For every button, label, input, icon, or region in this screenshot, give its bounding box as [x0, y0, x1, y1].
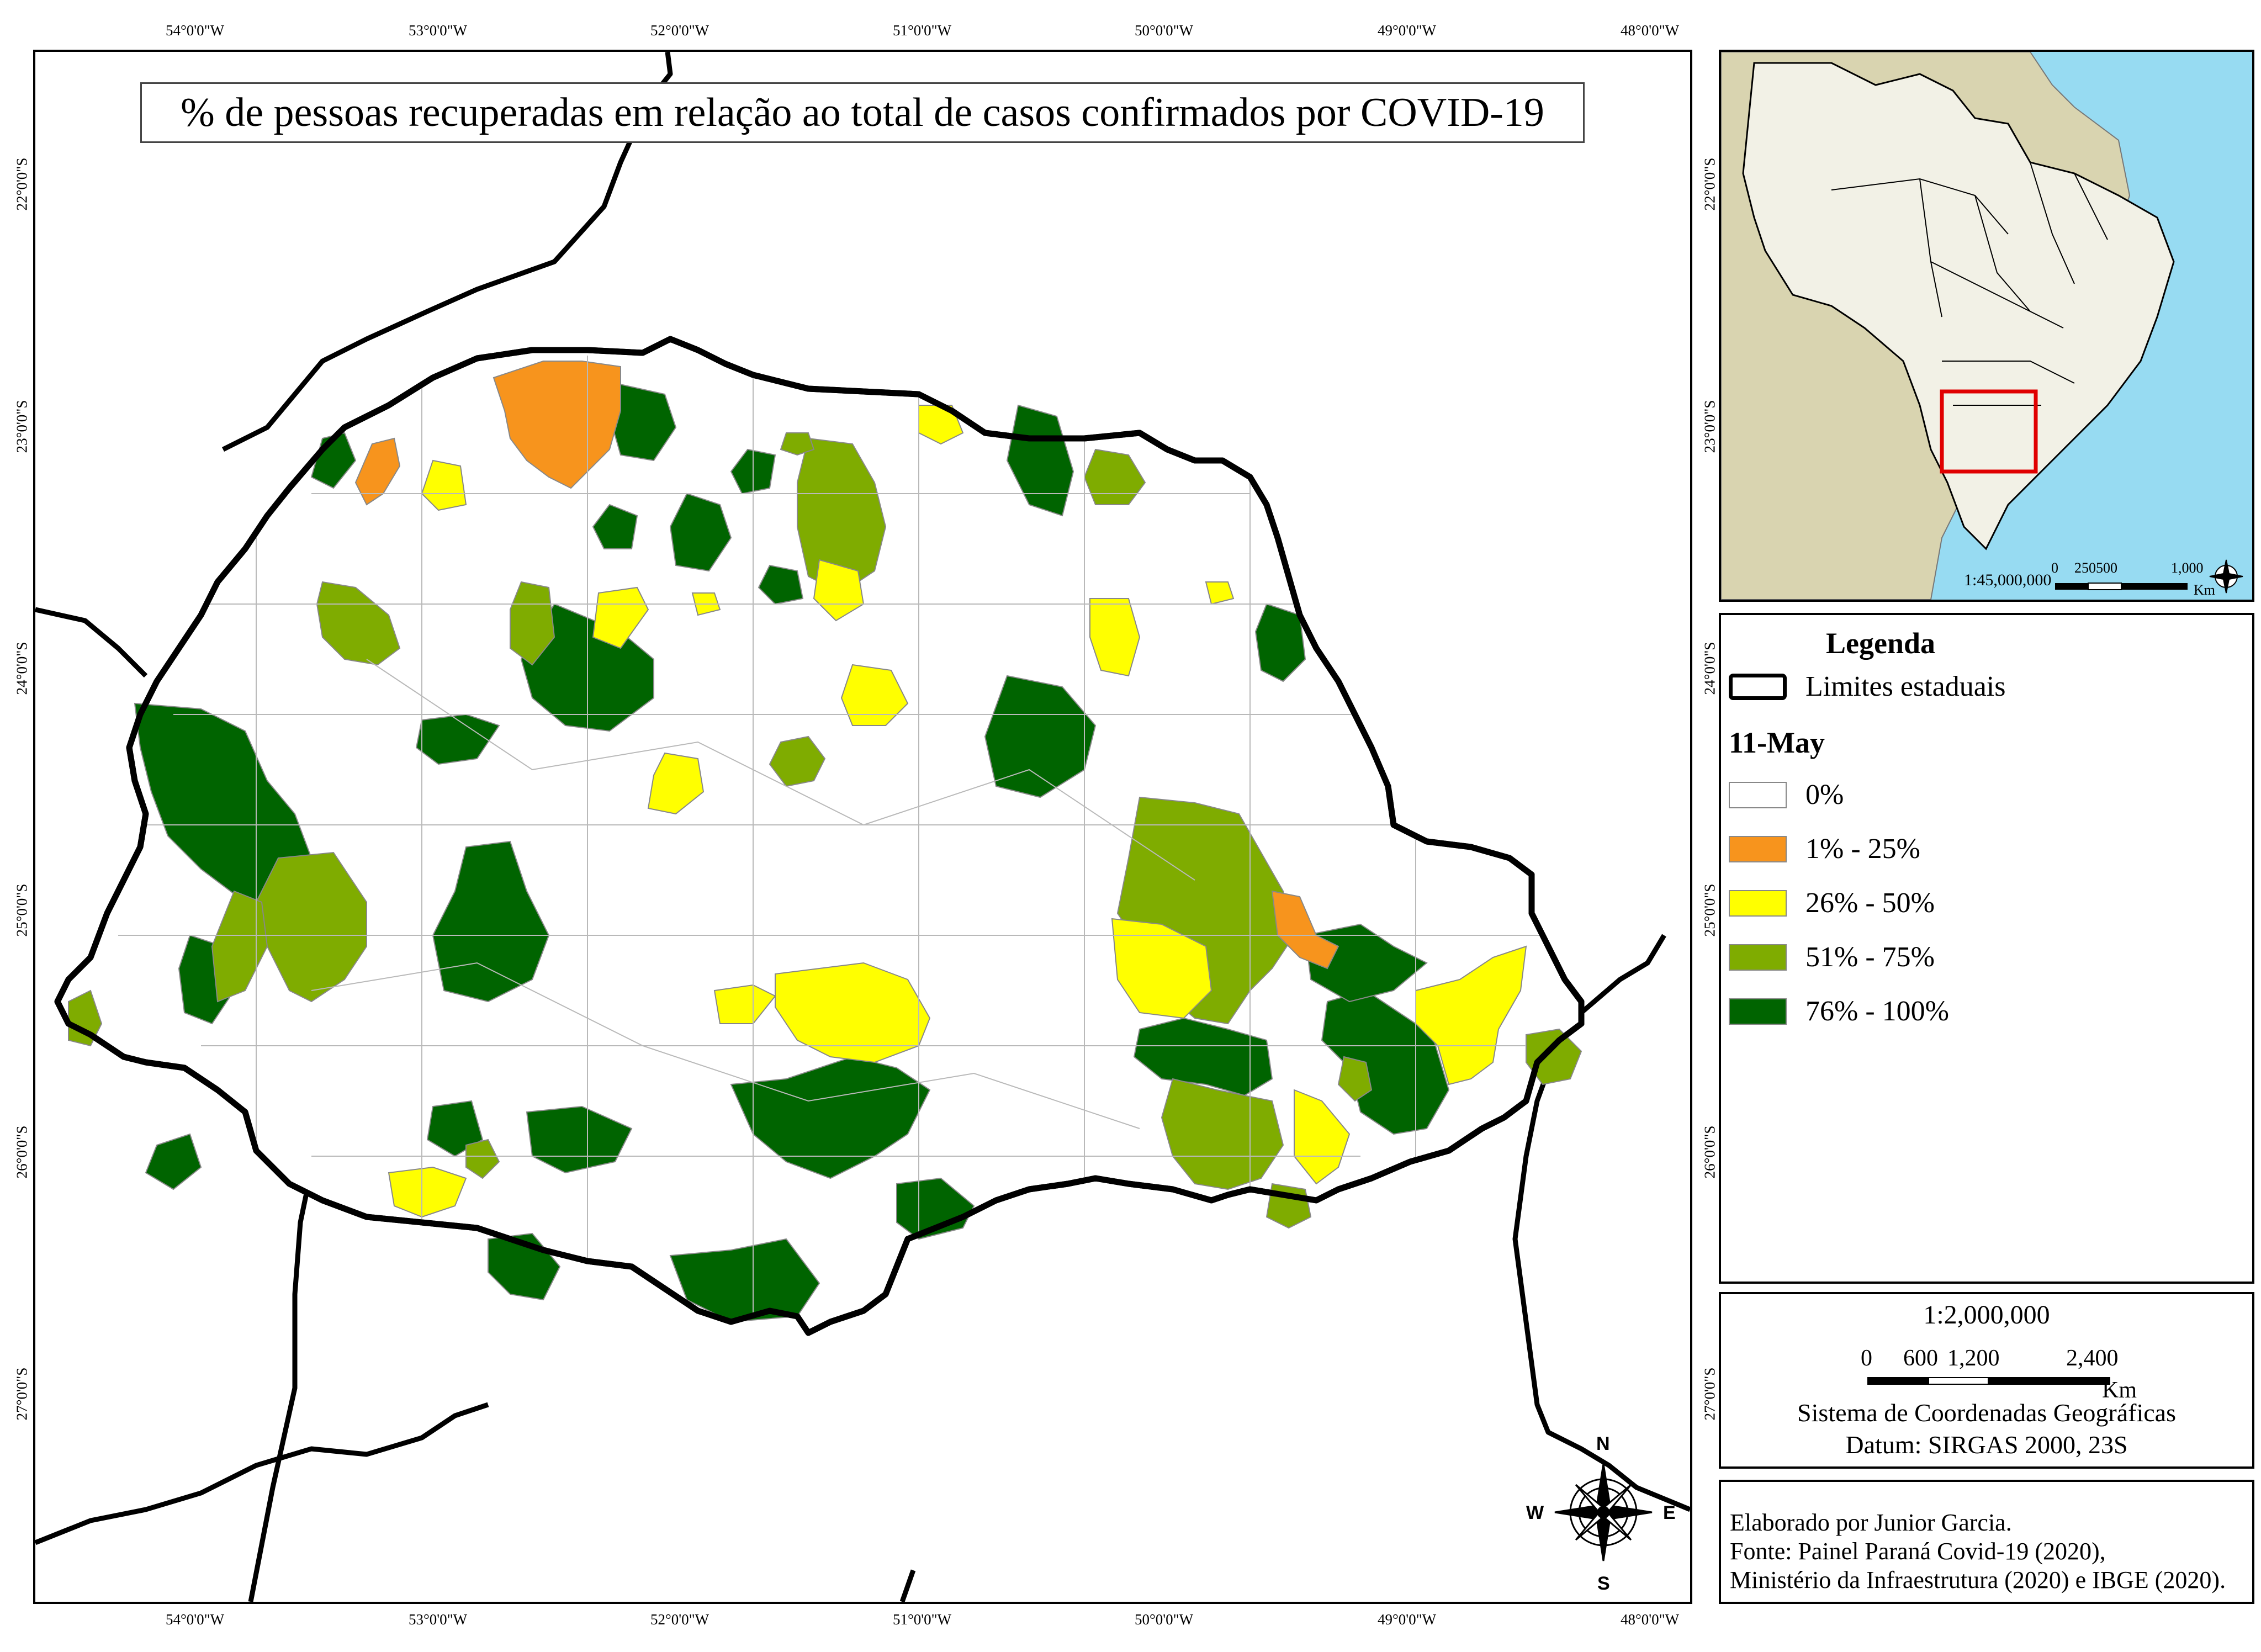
legend-class-row: 51% - 75%: [1729, 941, 1935, 973]
lon-tick-bottom: 49°0'0"W: [1378, 1611, 1437, 1628]
lat-tick-left: 24°0'0"S: [13, 642, 30, 695]
lat-tick-left: 25°0'0"S: [13, 883, 30, 937]
lon-tick-bottom: 52°0'0"W: [650, 1611, 709, 1628]
inset-map-svg: [1721, 52, 2243, 600]
inset-scale-label-2: 1,000: [2171, 560, 2204, 576]
crs-text: Sistema de Coordenadas Geográficas: [1797, 1399, 2176, 1427]
legend-swatch-4: [1729, 998, 1787, 1025]
lat-tick-left: 27°0'0"S: [13, 1367, 30, 1421]
parana-locator-box: [1940, 389, 2038, 474]
inset-scale-ratio: 1:45,000,000: [1964, 571, 2052, 589]
municipalities-76-100: [134, 382, 1450, 1323]
legend-date: 11-May: [1729, 726, 1825, 759]
inset-compass-icon: [2209, 559, 2243, 594]
lat-tick-right: 22°0'0"S: [1701, 157, 1718, 211]
legend-swatch-3: [1729, 944, 1787, 971]
legend-class-row: 0%: [1729, 779, 1844, 811]
lat-tick-right: 26°0'0"S: [1701, 1125, 1718, 1179]
legend-class-label: 1% - 25%: [1805, 833, 1920, 865]
scale-ratio: 1:2,000,000: [1923, 1300, 2050, 1330]
lat-tick-right: 25°0'0"S: [1701, 883, 1718, 937]
legend-class-label: 51% - 75%: [1805, 941, 1935, 973]
inset-state-lines: [1831, 162, 2108, 406]
scale-label-3: 2,400: [2066, 1346, 2119, 1371]
lon-tick-top: 53°0'0"W: [409, 22, 468, 39]
legend-class-row: 76% - 100%: [1729, 995, 1949, 1028]
inset-scale-label-0: 0: [2051, 560, 2058, 576]
credits-panel: Elaborado por Junior Garcia. Fonte: Pain…: [1719, 1480, 2254, 1604]
boundary-swatch: [1729, 673, 1787, 700]
compass-rose: N S E W: [1526, 1432, 1681, 1598]
lat-tick-left: 23°0'0"S: [13, 400, 30, 453]
lon-tick-top: 54°0'0"W: [166, 22, 225, 39]
lon-tick-top: 48°0'0"W: [1621, 22, 1680, 39]
scale-label-0: 0: [1861, 1346, 1872, 1371]
main-map-frame: % de pessoas recuperadas em relação ao t…: [33, 50, 1692, 1604]
legend-swatch-2: [1729, 889, 1787, 917]
credits-author: Elaborado por Junior Garcia.: [1730, 1509, 2012, 1536]
inset-scale-unit: Km: [2194, 582, 2215, 598]
lat-tick-right: 24°0'0"S: [1701, 642, 1718, 695]
lon-tick-bottom: 48°0'0"W: [1621, 1611, 1680, 1628]
lat-tick-right: 27°0'0"S: [1701, 1367, 1718, 1421]
scale-bar: [1867, 1377, 2110, 1385]
lon-tick-bottom: 53°0'0"W: [409, 1611, 468, 1628]
compass-n-label: N: [1596, 1433, 1610, 1454]
inset-scale-bar: [2055, 583, 2188, 590]
compass-icon: [1554, 1463, 1653, 1561]
lat-tick-left: 22°0'0"S: [13, 157, 30, 211]
credits-source-1: Fonte: Painel Paraná Covid-19 (2020),: [1730, 1538, 2106, 1565]
lon-tick-top: 49°0'0"W: [1378, 22, 1437, 39]
parana-state-outline: [54, 336, 1585, 1336]
compass-s-label: S: [1597, 1573, 1610, 1594]
municipalities-26-50: [388, 405, 1527, 1218]
scale-label-1: 600: [1903, 1346, 1938, 1371]
lat-tick-left: 26°0'0"S: [13, 1125, 30, 1179]
main-map: [35, 52, 1690, 1602]
legend-heading: Legenda: [1826, 627, 1936, 660]
compass-e-label: E: [1663, 1502, 1676, 1523]
legend-panel: Legenda Limites estaduais 11-May 0% 1% -…: [1719, 613, 2254, 1284]
legend-class-label: 76% - 100%: [1805, 996, 1949, 1027]
lon-tick-bottom: 51°0'0"W: [893, 1611, 952, 1628]
compass-w-label: W: [1526, 1502, 1544, 1523]
state-boundaries: [35, 52, 1690, 1602]
lat-tick-right: 23°0'0"S: [1701, 400, 1718, 453]
municipal-lines: [118, 356, 1554, 1322]
legend-swatch-1: [1729, 835, 1787, 862]
inset-map: 1:45,000,000 0 250500 1,000 Km: [1719, 50, 2254, 602]
legend-class-row: 26% - 50%: [1729, 887, 1935, 919]
datum-text: Datum: SIRGAS 2000, 23S: [1845, 1431, 2128, 1459]
lon-tick-bottom: 50°0'0"W: [1135, 1611, 1194, 1628]
legend-class-label: 26% - 50%: [1805, 887, 1935, 919]
brazil-land: [1742, 62, 2175, 550]
inset-scale-label-1: 250500: [2074, 560, 2117, 576]
legend-class-row: 1% - 25%: [1729, 833, 1920, 865]
legend-boundary-row: Limites estaduais: [1729, 670, 2005, 703]
scale-unit: Km: [2102, 1378, 2137, 1403]
credits-source-2: Ministério da Infraestrutura (2020) e IB…: [1730, 1566, 2226, 1593]
legend-swatch-0: [1729, 781, 1787, 808]
legend-class-label: 0%: [1805, 779, 1844, 811]
scale-label-2: 1,200: [1947, 1346, 2000, 1371]
lon-tick-top: 50°0'0"W: [1135, 22, 1194, 39]
lon-tick-top: 52°0'0"W: [650, 22, 709, 39]
lon-tick-top: 51°0'0"W: [893, 22, 952, 39]
scale-panel: 1:2,000,000 0 600 1,200 2,400 Km Sistema…: [1719, 1292, 2254, 1469]
boundary-label: Limites estaduais: [1805, 671, 2006, 702]
lon-tick-bottom: 54°0'0"W: [166, 1611, 225, 1628]
map-title: % de pessoas recuperadas em relação ao t…: [140, 82, 1585, 143]
